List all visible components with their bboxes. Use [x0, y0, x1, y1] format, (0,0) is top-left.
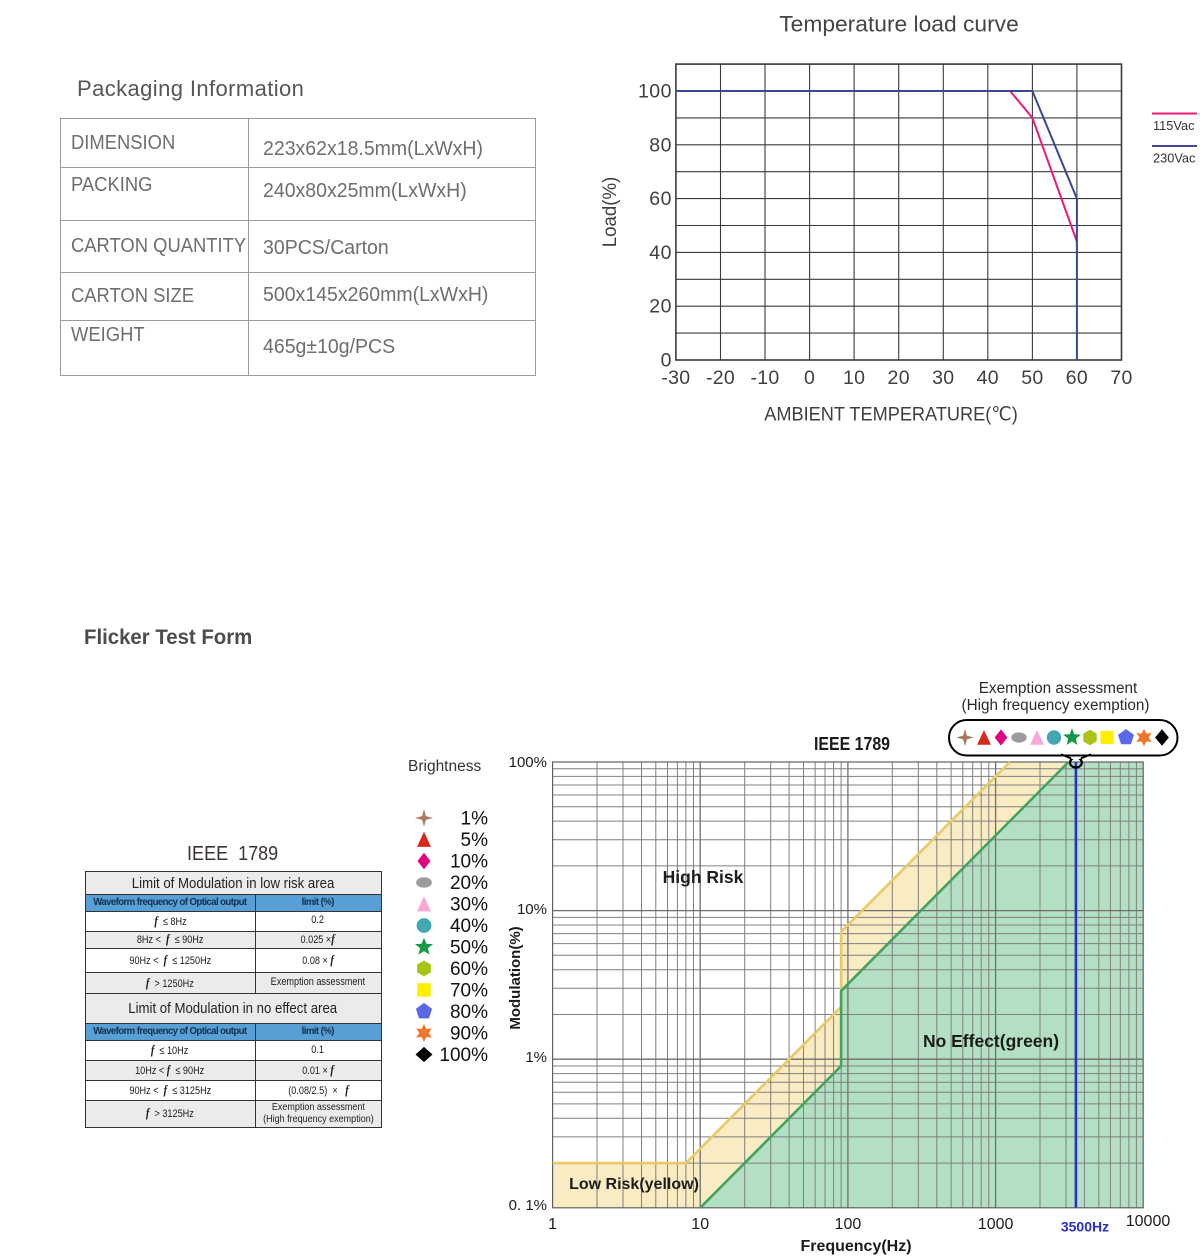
svg-text:Modulation(%): Modulation(%)	[507, 926, 524, 1029]
svg-text:No Effect(green): No Effect(green)	[923, 1031, 1059, 1051]
svg-text:70%: 70%	[450, 981, 488, 1002]
svg-text:50: 50	[1021, 367, 1043, 389]
svg-text:(High frequency exemption): (High frequency exemption)	[962, 697, 1150, 714]
svg-text:100%: 100%	[439, 1045, 488, 1066]
svg-text:0: 0	[804, 367, 815, 389]
svg-text:10: 10	[843, 367, 865, 389]
svg-text:Brightness: Brightness	[408, 758, 481, 775]
svg-text:80: 80	[649, 134, 672, 156]
svg-text:30: 30	[932, 367, 954, 389]
svg-text:10000: 10000	[1126, 1213, 1171, 1230]
svg-text:10%: 10%	[517, 901, 547, 918]
svg-text:30%: 30%	[450, 895, 488, 916]
svg-text:90%: 90%	[450, 1024, 488, 1045]
svg-text:High Risk: High Risk	[663, 867, 744, 887]
svg-text:40: 40	[649, 242, 672, 264]
svg-text:50%: 50%	[450, 938, 488, 959]
svg-text:80%: 80%	[450, 1002, 488, 1023]
svg-text:-20: -20	[706, 367, 735, 389]
svg-text:100: 100	[638, 81, 672, 103]
svg-text:70: 70	[1110, 367, 1132, 389]
svg-text:-30: -30	[661, 367, 690, 389]
svg-text:60: 60	[1066, 367, 1088, 389]
svg-text:Frequency(Hz): Frequency(Hz)	[800, 1238, 911, 1255]
svg-text:Exemption assessment: Exemption assessment	[979, 680, 1138, 697]
svg-text:Temperature load curve: Temperature load curve	[779, 12, 1019, 37]
svg-text:3500Hz: 3500Hz	[1061, 1219, 1109, 1235]
svg-text:Low Risk(yellow): Low Risk(yellow)	[569, 1176, 699, 1193]
svg-text:1%: 1%	[461, 809, 489, 830]
svg-text:1: 1	[548, 1216, 557, 1233]
svg-text:1%: 1%	[525, 1049, 547, 1066]
svg-text:20: 20	[649, 296, 672, 318]
svg-text:40: 40	[977, 367, 999, 389]
svg-text:AMBIENT TEMPERATURE(℃): AMBIENT TEMPERATURE(℃)	[764, 404, 1018, 426]
svg-text:1000: 1000	[978, 1216, 1014, 1233]
svg-text:60: 60	[649, 188, 672, 210]
svg-text:20: 20	[888, 367, 910, 389]
svg-text:5%: 5%	[461, 830, 489, 851]
svg-text:60%: 60%	[450, 959, 488, 980]
svg-text:100: 100	[835, 1216, 862, 1233]
svg-text:20%: 20%	[450, 873, 488, 894]
svg-text:100%: 100%	[509, 754, 547, 771]
svg-text:115Vac: 115Vac	[1153, 118, 1195, 133]
svg-text:0: 0	[661, 350, 672, 372]
svg-text:Load(%): Load(%)	[600, 177, 621, 248]
svg-text:230Vac: 230Vac	[1153, 151, 1196, 166]
svg-text:10%: 10%	[450, 852, 488, 873]
svg-text:IEEE 1789: IEEE 1789	[814, 733, 890, 754]
svg-text:40%: 40%	[450, 916, 488, 937]
svg-text:0. 1%: 0. 1%	[509, 1197, 547, 1214]
svg-text:10: 10	[691, 1216, 709, 1233]
svg-text:-10: -10	[750, 367, 779, 389]
